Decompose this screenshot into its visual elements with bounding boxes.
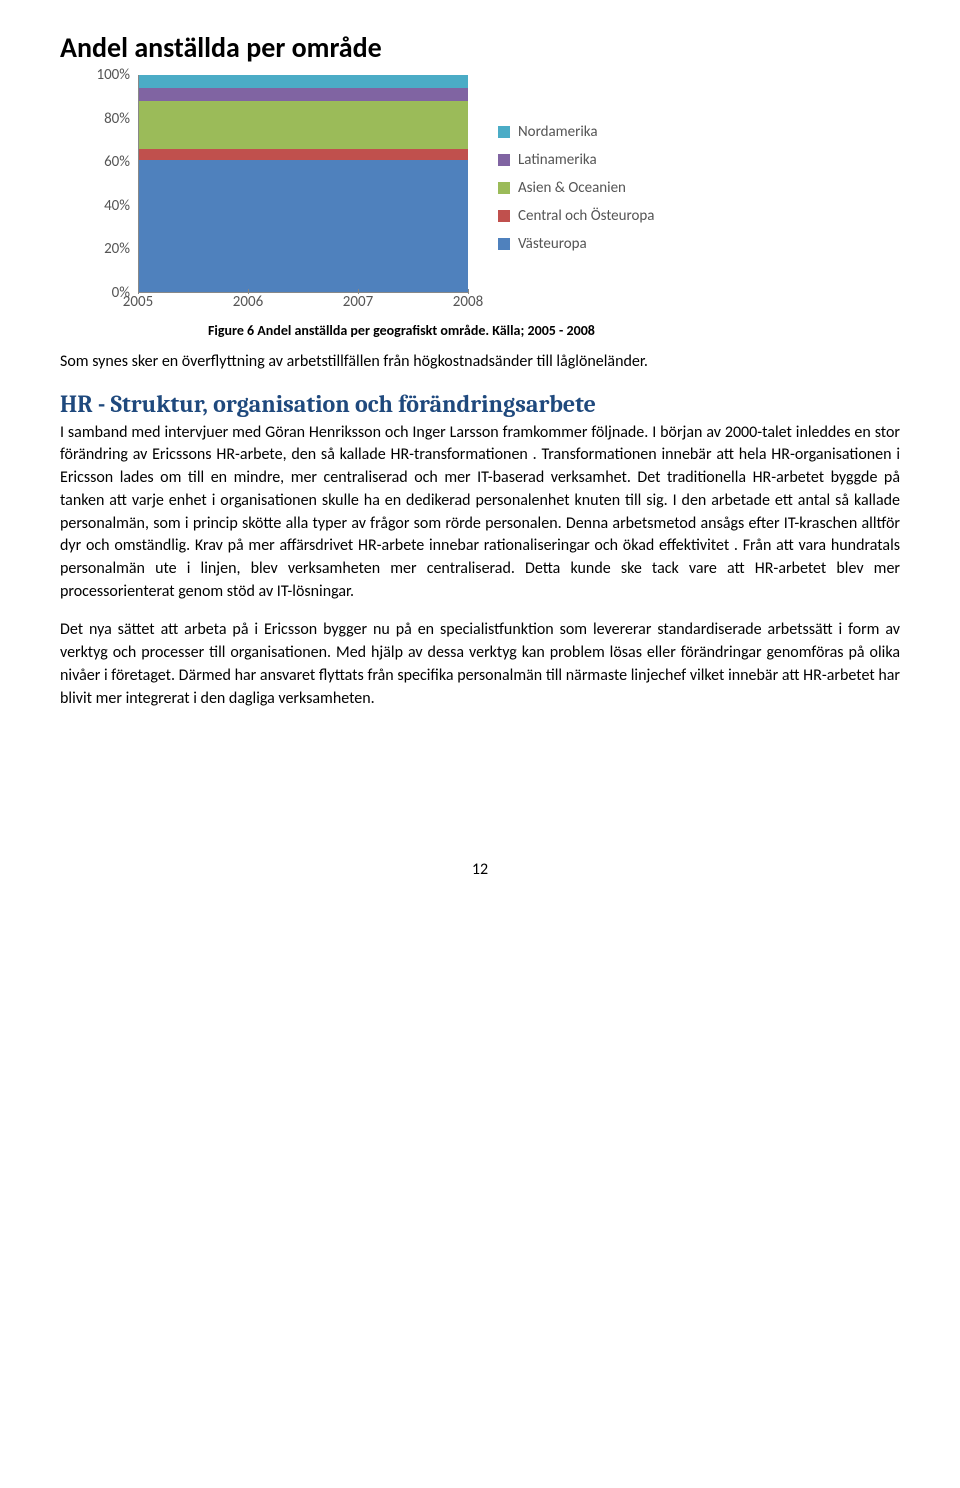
x-axis-label: 2006 bbox=[233, 293, 263, 311]
area-series bbox=[139, 160, 468, 293]
figure-caption: Figure 6 Andel anställda per geografiskt… bbox=[208, 322, 900, 339]
legend-item: Latinamerika bbox=[498, 151, 655, 169]
legend-item: Asien & Oceanien bbox=[498, 179, 655, 197]
y-axis-label: 40% bbox=[60, 197, 130, 215]
legend-label: Västeuropa bbox=[518, 235, 587, 253]
y-axis-label: 20% bbox=[60, 240, 130, 258]
page-number: 12 bbox=[60, 860, 900, 879]
legend-item: Västeuropa bbox=[498, 235, 655, 253]
legend-label: Central och Östeuropa bbox=[518, 207, 655, 225]
legend-swatch bbox=[498, 182, 510, 194]
chart-legend: Nordamerika Latinamerika Asien & Oceanien C… bbox=[498, 123, 655, 263]
y-axis-label: 0% bbox=[60, 284, 130, 302]
x-axis-label: 2007 bbox=[343, 293, 373, 311]
x-axis-label: 2008 bbox=[453, 293, 483, 311]
area-chart: 0%20%40%60%80%100%2005200620072008 Norda… bbox=[60, 71, 700, 316]
y-axis-label: 100% bbox=[60, 66, 130, 84]
legend-label: Asien & Oceanien bbox=[518, 179, 626, 197]
legend-item: Nordamerika bbox=[498, 123, 655, 141]
x-axis-label: 2005 bbox=[123, 293, 153, 311]
y-axis-label: 80% bbox=[60, 110, 130, 128]
legend-swatch bbox=[498, 154, 510, 166]
area-series bbox=[139, 88, 468, 101]
area-series bbox=[139, 149, 468, 160]
body-paragraph-2: Det nya sättet att arbeta på i Ericsson … bbox=[60, 619, 900, 710]
y-axis-label: 60% bbox=[60, 153, 130, 171]
legend-label: Nordamerika bbox=[518, 123, 598, 141]
legend-swatch bbox=[498, 126, 510, 138]
legend-swatch bbox=[498, 210, 510, 222]
legend-item: Central och Östeuropa bbox=[498, 207, 655, 225]
plot-area bbox=[138, 75, 468, 293]
intro-paragraph: Som synes sker en överflyttning av arbet… bbox=[60, 351, 900, 374]
chart-title: Andel anställda per område bbox=[60, 30, 900, 65]
section-heading: HR - Struktur, organisation och förändri… bbox=[60, 390, 900, 418]
legend-label: Latinamerika bbox=[518, 151, 597, 169]
area-series bbox=[139, 75, 468, 88]
body-paragraph-1: I samband med intervjuer med Göran Henri… bbox=[60, 422, 900, 604]
area-series bbox=[139, 101, 468, 149]
legend-swatch bbox=[498, 238, 510, 250]
